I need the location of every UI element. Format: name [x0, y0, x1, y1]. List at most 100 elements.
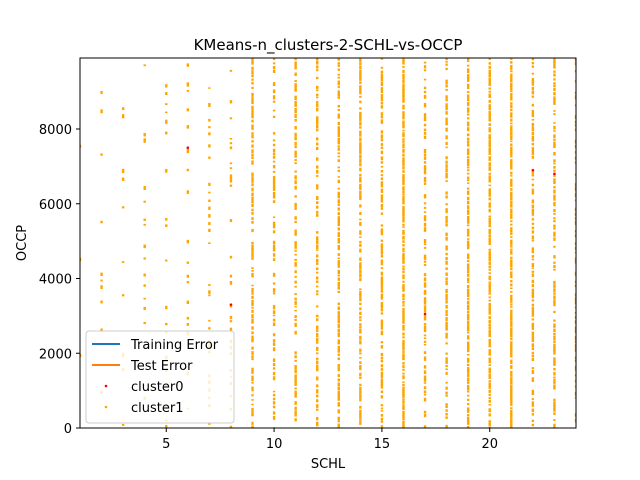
cluster1-point	[402, 153, 405, 157]
cluster1-point	[466, 192, 470, 195]
cluster1-point	[316, 360, 319, 364]
cluster1-point	[402, 347, 405, 351]
cluster1-point	[294, 360, 297, 362]
cluster1-point	[553, 379, 556, 383]
cluster1-point	[380, 198, 384, 203]
cluster1-point	[402, 140, 405, 143]
cluster1-point	[337, 244, 340, 250]
cluster1-point	[466, 420, 470, 425]
cluster1-point	[272, 58, 276, 61]
cluster1-point	[294, 153, 297, 158]
cluster1-point	[402, 286, 405, 291]
cluster1-point	[510, 90, 513, 93]
cluster1-point	[380, 101, 384, 105]
cluster1-point	[208, 319, 211, 322]
cluster1-point	[165, 424, 168, 428]
cluster1-point	[531, 199, 535, 204]
cluster1-point	[251, 212, 254, 215]
cluster1-point	[359, 277, 362, 282]
cluster1-point	[272, 244, 276, 249]
cluster1-point	[553, 194, 556, 198]
cluster1-point	[423, 277, 427, 282]
cluster1-point	[380, 390, 384, 394]
cluster1-point	[445, 172, 448, 177]
cluster1-point	[316, 210, 319, 214]
cluster1-point	[359, 265, 362, 270]
cluster1-point	[553, 401, 556, 407]
cluster1-point	[251, 375, 254, 380]
cluster1-point	[294, 72, 297, 77]
cluster1-point	[337, 382, 340, 387]
cluster1-point	[359, 126, 362, 129]
cluster1-point	[466, 176, 470, 179]
cluster1-point	[272, 152, 276, 156]
cluster1-point	[488, 296, 491, 299]
cluster1-point	[186, 82, 190, 87]
cluster1-point	[359, 273, 362, 278]
cluster1-point	[402, 92, 405, 97]
cluster1-point	[251, 425, 254, 428]
cluster1-point	[466, 350, 470, 353]
cluster1-point	[531, 150, 535, 155]
cluster1-point	[294, 378, 297, 384]
cluster1-point	[466, 403, 470, 406]
cluster1-point	[488, 326, 491, 330]
cluster1-point	[294, 145, 297, 149]
cluster1-point	[251, 272, 254, 277]
cluster1-point	[294, 410, 297, 415]
cluster1-point	[531, 303, 535, 307]
cluster1-point	[488, 224, 491, 228]
cluster1-point	[445, 79, 448, 84]
cluster1-point	[531, 118, 535, 121]
cluster1-point	[316, 399, 319, 403]
cluster1-point	[337, 191, 340, 196]
cluster1-point	[272, 224, 276, 229]
cluster1-point	[402, 362, 405, 365]
x-axis-ticks: 5 10 15 20	[162, 428, 498, 452]
cluster1-point	[251, 394, 254, 397]
cluster1-point	[488, 168, 491, 171]
cluster1-point	[272, 376, 276, 381]
cluster1-point	[510, 323, 513, 327]
cluster1-point	[316, 333, 319, 338]
cluster1-point	[294, 136, 297, 141]
cluster1-point	[445, 88, 448, 91]
cluster1-point	[251, 257, 254, 260]
cluster1-point	[402, 199, 405, 203]
legend-marker-swatch	[104, 405, 108, 409]
cluster1-point	[165, 111, 168, 114]
cluster1-point	[380, 181, 384, 186]
cluster1-point	[423, 182, 427, 185]
cluster1-point	[380, 174, 384, 177]
cluster1-point	[337, 393, 340, 398]
cluster1-point	[143, 306, 146, 311]
cluster1-point	[337, 76, 340, 79]
cluster1-point	[466, 414, 470, 417]
cluster1-point	[574, 156, 576, 160]
cluster1-point	[488, 184, 491, 187]
cluster1-point	[423, 334, 427, 337]
cluster1-point	[553, 110, 556, 112]
cluster1-point	[402, 190, 405, 194]
cluster1-point	[531, 72, 535, 75]
cluster1-point	[359, 248, 362, 253]
cluster1-point	[316, 236, 319, 241]
cluster1-point	[574, 183, 576, 187]
cluster1-point	[510, 294, 513, 299]
cluster1-point	[510, 343, 513, 348]
cluster1-point	[488, 110, 491, 115]
cluster1-point	[380, 134, 384, 139]
cluster1-point	[251, 58, 254, 63]
cluster1-point	[574, 139, 576, 144]
cluster1-point	[553, 372, 556, 376]
cluster1-point	[445, 191, 448, 195]
cluster1-point	[316, 314, 319, 318]
cluster1-point	[186, 274, 190, 278]
cluster1-point	[316, 404, 319, 408]
cluster1-point	[402, 391, 405, 396]
cluster1-point	[402, 186, 405, 190]
cluster1-point	[272, 371, 276, 376]
cluster1-point	[488, 241, 491, 246]
cluster1-point	[488, 175, 491, 179]
cluster1-point	[402, 332, 405, 336]
